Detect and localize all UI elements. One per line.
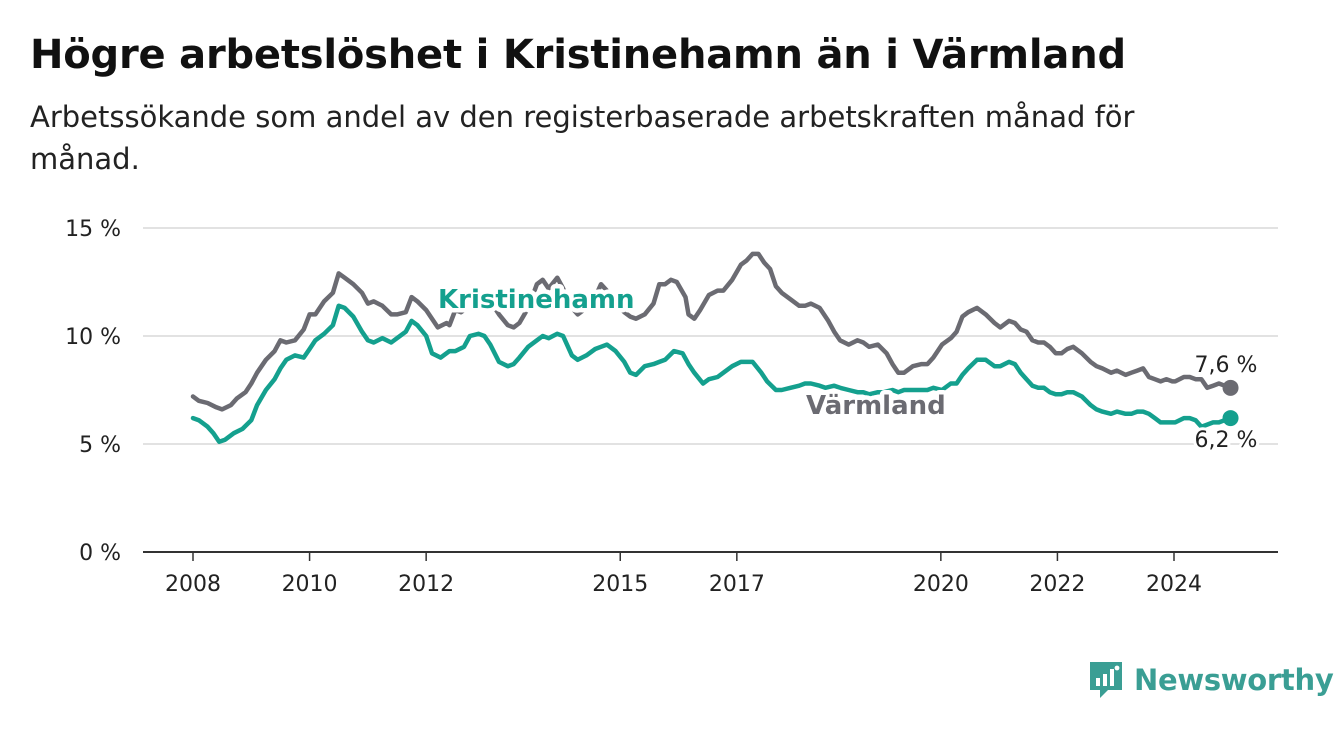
x-tick-label: 2015 bbox=[592, 572, 648, 597]
chart-subtitle: Arbetssökande som andel av den registerb… bbox=[30, 100, 1135, 176]
newsworthy-brand[interactable]: Newsworthy bbox=[1088, 660, 1334, 700]
y-tick-label: 10 % bbox=[65, 325, 121, 350]
series-name-kristinehamn: Kristinehamn bbox=[438, 285, 635, 315]
end-value-label: 7,6 % bbox=[1195, 353, 1258, 378]
series-lines bbox=[190, 251, 1239, 445]
y-axis-ticks: 0 % 5 % 10 % 15 % bbox=[65, 217, 121, 566]
y-tick-label: 15 % bbox=[65, 217, 121, 242]
x-tick-label: 2017 bbox=[709, 572, 765, 597]
x-tick-label: 2008 bbox=[165, 572, 221, 597]
y-tick-label: 0 % bbox=[79, 541, 121, 566]
x-tick-label: 2024 bbox=[1146, 572, 1202, 597]
x-tick-label: 2010 bbox=[282, 572, 338, 597]
chart-title: Högre arbetslöshet i Kristinehamn än i V… bbox=[30, 32, 1126, 78]
newsworthy-logo-icon bbox=[1090, 662, 1122, 698]
x-tick-label: 2012 bbox=[398, 572, 454, 597]
brand-name: Newsworthy bbox=[1134, 663, 1334, 697]
x-tick-label: 2020 bbox=[913, 572, 969, 597]
series-endpoint-varmland bbox=[1222, 379, 1239, 396]
end-value-label: 6,2 % bbox=[1195, 428, 1258, 453]
grid-lines bbox=[143, 227, 1278, 553]
x-tick-label: 2022 bbox=[1029, 572, 1085, 597]
x-axis-ticks: 2008 2010 2012 2015 2017 2020 2022 2024 bbox=[165, 552, 1202, 597]
series-line-kristinehamn bbox=[190, 303, 1233, 445]
series-line-varmland bbox=[190, 251, 1233, 412]
series-labels: Kristinehamn Värmland 7,6 % 6,2 % bbox=[434, 281, 1261, 457]
series-name-varmland: Värmland bbox=[806, 391, 946, 421]
y-tick-label: 5 % bbox=[79, 433, 121, 458]
series-endpoint-kristinehamn bbox=[1222, 410, 1239, 427]
